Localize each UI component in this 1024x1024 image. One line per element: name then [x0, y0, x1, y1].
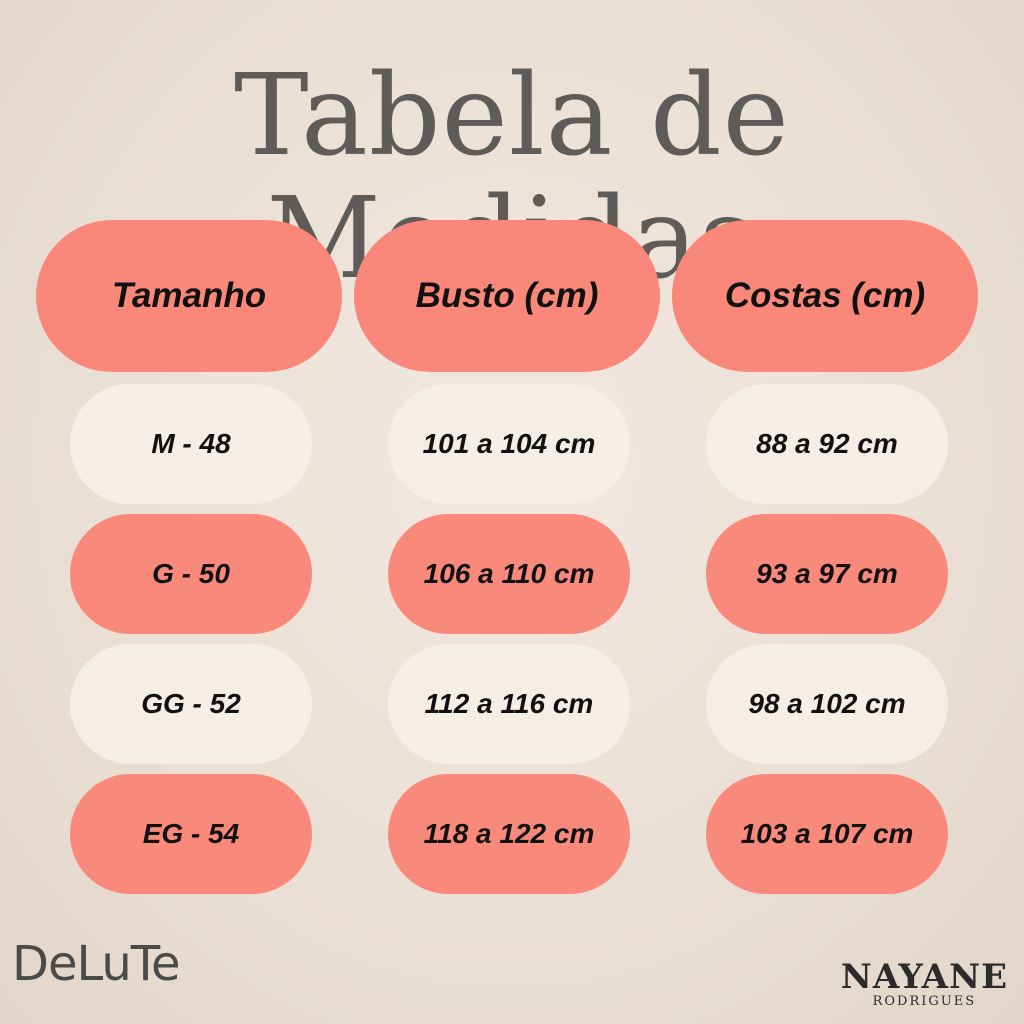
logo-sub-text: RODRIGUES — [872, 994, 977, 1009]
cell-busto-gg: 112 a 116 cm — [388, 644, 630, 764]
cell-costas-eg: 103 a 107 cm — [706, 774, 948, 894]
cell-costas-m: 88 a 92 cm — [706, 384, 948, 504]
header-tamanho: Tamanho — [36, 220, 342, 372]
cell-busto-g: 106 a 110 cm — [388, 514, 630, 634]
header-costas: Costas (cm) — [672, 220, 978, 372]
cell-size-eg: EG - 54 — [70, 774, 312, 894]
cell-busto-eg: 118 a 122 cm — [388, 774, 630, 894]
cell-size-m: M - 48 — [70, 384, 312, 504]
cell-costas-gg: 98 a 102 cm — [706, 644, 948, 764]
cell-size-g: G - 50 — [70, 514, 312, 634]
logo-brand-text: NAYANE — [840, 957, 1008, 997]
delute-logo: DeLuTe — [12, 936, 181, 992]
nayane-rodrigues-logo: NAYANE RODRIGUES — [841, 960, 1008, 1010]
cell-costas-g: 93 a 97 cm — [706, 514, 948, 634]
cell-busto-m: 101 a 104 cm — [388, 384, 630, 504]
header-busto: Busto (cm) — [354, 220, 660, 372]
cell-size-gg: GG - 52 — [70, 644, 312, 764]
